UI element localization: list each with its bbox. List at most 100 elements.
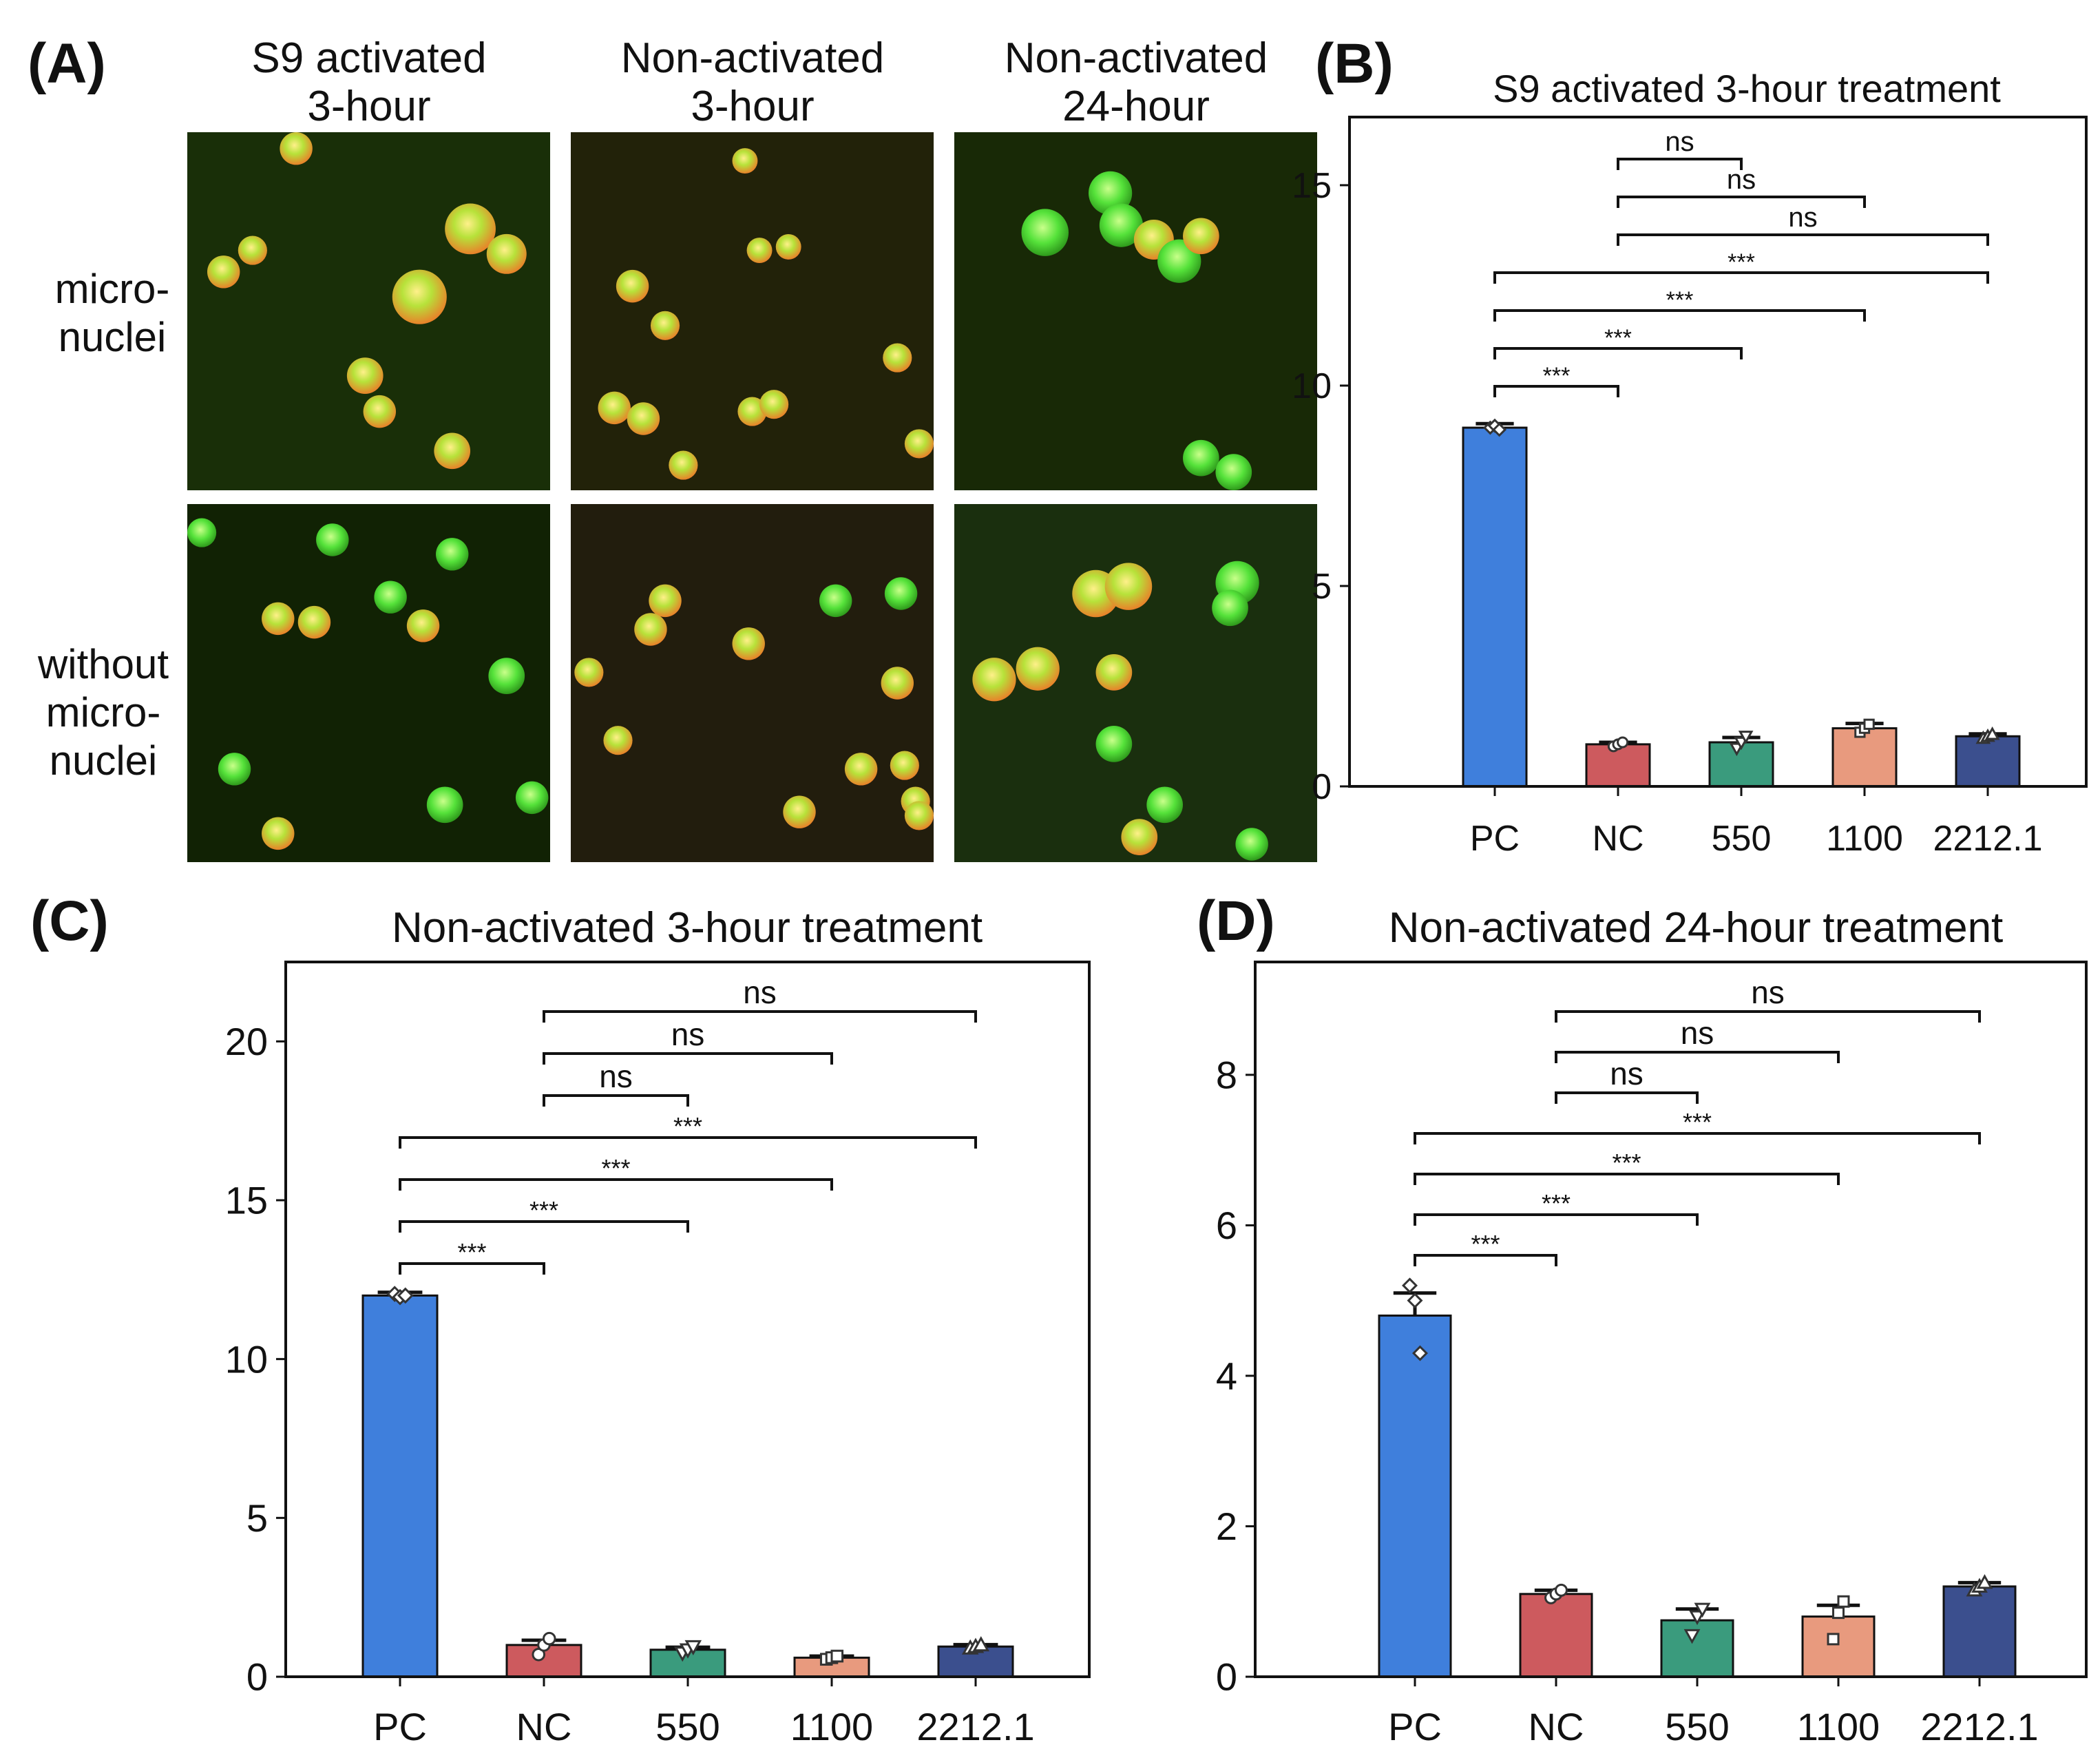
panel-a-row-labels: micro- nuclei without micro- nuclei [37,266,169,784]
micrograph-tile-5 [571,504,934,862]
row-label-without-line3: nuclei [50,737,158,784]
panel-label-d: (D) [1197,890,1275,952]
cell [1099,203,1144,247]
significance-bracket [399,1136,977,1149]
x-tick-label: 550 [655,1705,720,1748]
bar-PC [361,1294,439,1678]
cell [435,538,469,571]
data-point-diamond [1407,1293,1423,1309]
microscopy-image-grid [187,132,1317,862]
data-point-square [1832,1607,1845,1620]
cell [634,613,667,646]
y-tick-label: 15 [1292,166,1332,206]
plot-frame [1348,116,2088,788]
chart-title: Non-activated 24-hour treatment [1389,904,2004,952]
y-tick-label: 2 [1216,1505,1237,1548]
cell [574,658,604,687]
data-point-diamond [397,1287,414,1304]
cell [627,402,660,435]
data-point-triangle-down [684,1640,702,1655]
x-tick-label: 1100 [790,1705,873,1748]
y-tick-label: 0 [1216,1655,1237,1699]
significance-label: *** [1604,325,1632,351]
cell [746,238,773,264]
significance-label: ns [1665,127,1694,157]
plot-frame [284,961,1091,1678]
data-point-circle [543,1631,556,1646]
x-tick-label: NC [1529,1705,1584,1748]
cell [669,450,698,480]
cell [1183,218,1219,255]
significance-bracket [1617,158,1743,170]
y-tick-label: 0 [1312,767,1332,807]
x-tick-label: NC [1592,819,1644,859]
x-tick-label: 550 [1665,1705,1729,1748]
cell [346,357,384,394]
cell [406,609,440,642]
cell [434,432,471,470]
cell [883,343,912,373]
cell [844,753,878,786]
row-label-without-line1: without [37,641,169,687]
y-tick-label: 20 [225,1020,268,1063]
micrograph-tile-6 [954,504,1317,862]
significance-bracket [1555,1010,1981,1023]
chart-c: Non-activated 3-hour treatment 0 5 10 15 20 PC… [225,904,1091,1748]
micrograph-vignette [187,504,550,862]
cell [616,269,649,303]
cell [363,395,397,428]
cell [732,627,765,660]
cell [262,817,295,850]
chart-b: S9 activated 3-hour treatment 0 5 10 15 PC NC 5… [1292,67,2088,859]
cell [280,132,313,165]
significance-label: *** [1728,249,1755,275]
panel-label-a: (A) [28,32,106,95]
significance-bracket [1414,1213,1699,1226]
data-point-triangle-down [1683,1629,1701,1644]
cell [904,429,934,459]
x-tick-label: NC [516,1705,572,1748]
col-header-non3-line2: 3-hour [691,83,814,130]
significance-label: *** [529,1196,558,1224]
data-point-triangle-down [1689,1610,1705,1626]
cell [374,580,407,614]
cell [1104,563,1153,610]
y-tick-label: 4 [1216,1354,1237,1398]
significance-bracket [399,1178,833,1191]
data-point-triangle-up [1976,1573,1993,1589]
significance-label: *** [601,1154,630,1182]
data-point-diamond [1492,422,1507,437]
col-header-non24-line2: 24-hour [1062,83,1210,130]
x-tick-label: 2212.1 [1933,819,2042,859]
significance-label: ns [1727,165,1756,195]
x-tick-label: 1100 [1826,819,1903,859]
micrograph-tile-2 [571,132,934,490]
cell [218,753,251,786]
data-point-triangle-up [1984,726,2000,740]
x-tick-label: PC [373,1705,427,1748]
bar-PC [1378,1315,1452,1678]
cell [783,795,816,828]
data-point-circle [1555,1583,1568,1597]
significance-label: ns [599,1058,633,1094]
data-point-triangle-down [1738,731,1754,744]
cell [1095,726,1133,762]
significance-bracket [1617,233,1989,246]
row-label-micronuclei-line2: nuclei [59,314,167,360]
cell [1235,828,1268,861]
y-tick-label: 5 [246,1496,268,1540]
significance-bracket [1493,271,1989,284]
data-point-circle [1617,736,1629,749]
significance-label: ns [1788,202,1817,233]
significance-bracket [1493,309,1866,322]
data-point-diamond [1402,1277,1418,1294]
cell [598,391,631,425]
micrograph-background [571,132,934,490]
col-header-non3-line1: Non-activated [621,34,885,82]
significance-label: ns [1610,1056,1644,1091]
bar-1100 [1831,727,1898,788]
x-tick-label: 1100 [1797,1705,1880,1748]
y-tick-label: 0 [246,1655,268,1699]
significance-bracket [1617,196,1866,208]
cell [1215,454,1252,491]
